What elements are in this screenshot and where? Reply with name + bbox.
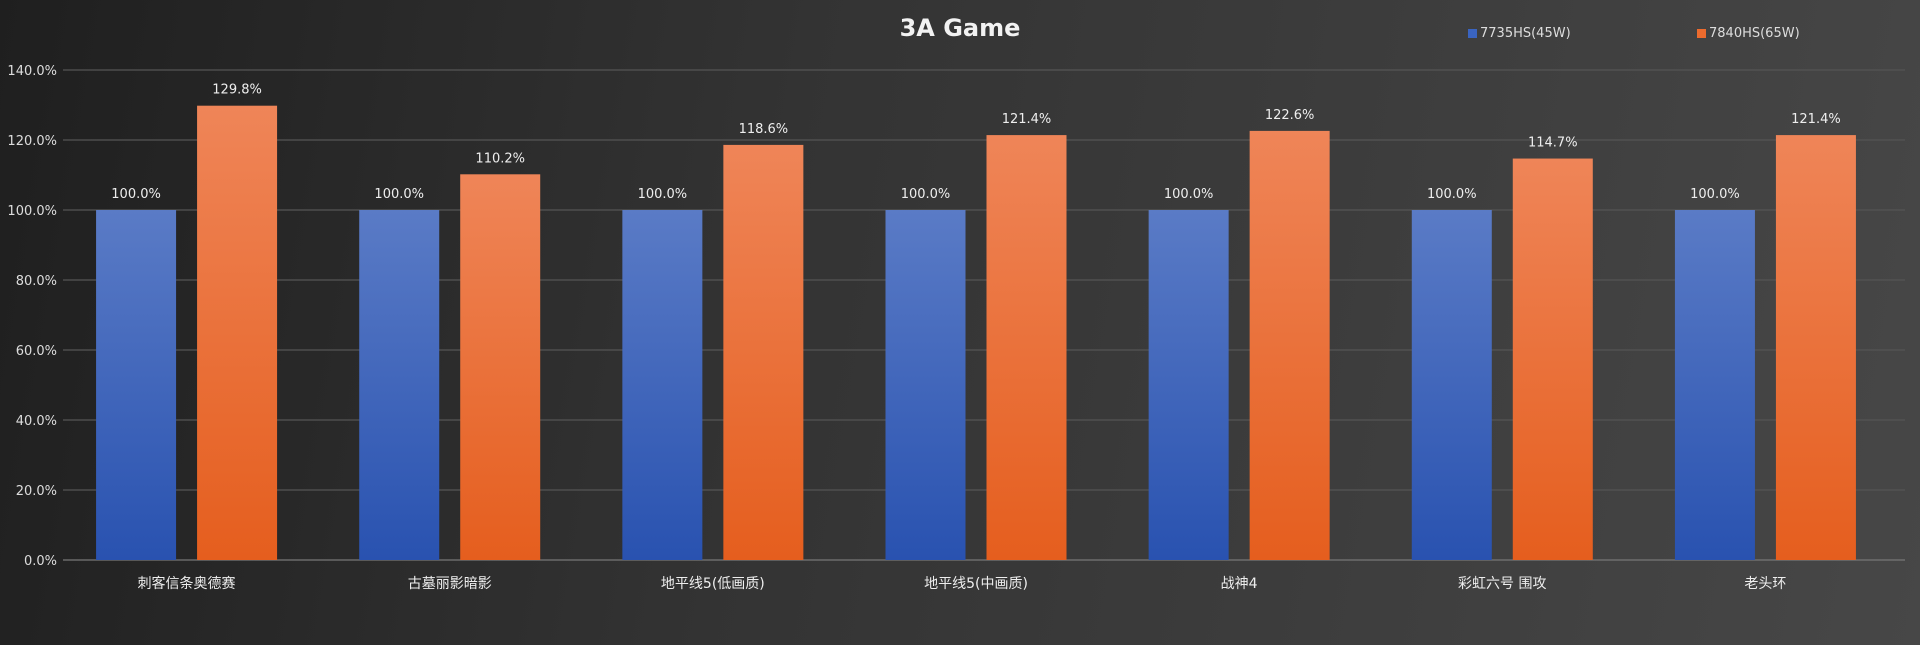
y-tick-label: 100.0% (7, 204, 57, 219)
y-tick-label: 40.0% (16, 414, 57, 429)
x-tick-label: 战神4 (1221, 576, 1258, 592)
y-tick-label: 120.0% (7, 134, 57, 149)
legend-swatch (1697, 29, 1706, 38)
x-tick-label: 地平线5(低画质) (661, 576, 765, 592)
chart-title: 3A Game (899, 14, 1021, 42)
data-label: 121.4% (1791, 112, 1841, 127)
bar-7735hs (1148, 210, 1229, 560)
legend-item-7840hs: 7840HS(65W) (1697, 26, 1800, 41)
data-label: 100.0% (111, 187, 161, 202)
x-tick-label: 刺客信条奥德赛 (138, 575, 236, 592)
data-label: 100.0% (638, 187, 688, 202)
bar-7735hs (1411, 210, 1492, 560)
data-label: 110.2% (475, 151, 525, 166)
bar-7840hs (986, 135, 1067, 560)
legend-item-7735hs: 7735HS(45W) (1468, 26, 1571, 41)
bar-7735hs (1674, 210, 1755, 560)
x-tick-label: 彩虹六号 围攻 (1458, 576, 1546, 592)
data-label: 100.0% (1164, 187, 1214, 202)
legend-swatch (1468, 29, 1477, 38)
x-tick-label: 古墓丽影暗影 (408, 576, 492, 592)
y-tick-label: 140.0% (7, 64, 57, 79)
bar-7735hs (96, 210, 177, 560)
bar-7840hs (1512, 158, 1593, 561)
legend-label: 7840HS(65W) (1709, 26, 1800, 41)
data-label: 100.0% (1690, 187, 1740, 202)
data-label: 100.0% (374, 187, 424, 202)
x-tick-label: 地平线5(中画质) (924, 576, 1028, 592)
data-label: 121.4% (1002, 112, 1052, 127)
legend-label: 7735HS(45W) (1480, 26, 1571, 41)
y-tick-label: 20.0% (16, 484, 57, 499)
bar-7840hs (197, 105, 278, 560)
data-label: 114.7% (1528, 136, 1578, 151)
x-tick-label: 老头环 (1744, 576, 1786, 592)
data-label: 122.6% (1265, 108, 1315, 123)
data-label: 100.0% (1427, 187, 1477, 202)
y-tick-label: 80.0% (16, 274, 57, 289)
y-tick-label: 0.0% (24, 554, 57, 569)
bar-7840hs (723, 144, 804, 560)
bar-7840hs (460, 174, 541, 561)
bar-7735hs (885, 210, 966, 560)
bar-7735hs (359, 210, 440, 560)
bar-7735hs (622, 210, 703, 560)
y-tick-label: 60.0% (16, 344, 57, 359)
data-label: 100.0% (901, 187, 951, 202)
bar-7840hs (1249, 130, 1330, 560)
data-label: 118.6% (739, 122, 789, 137)
data-label: 129.8% (212, 83, 262, 98)
bar-7840hs (1775, 135, 1856, 560)
